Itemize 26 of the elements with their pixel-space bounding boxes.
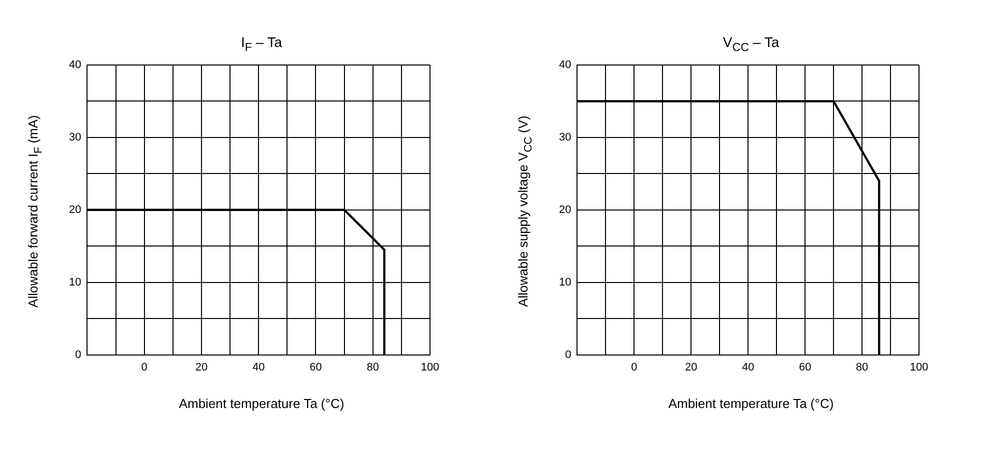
x-tick-label: 20: [195, 361, 208, 374]
y-tick-label: 10: [68, 276, 82, 288]
x-tick-label: 40: [252, 361, 265, 374]
y-tick-label: 0: [75, 348, 82, 361]
x-tick-label: 100: [420, 361, 440, 374]
chart-title: I$_{F}$ – Ta: [240, 34, 284, 54]
x-tick-label: 60: [310, 361, 322, 374]
x-axis-title: Ambient temperature Ta (°C): [178, 396, 346, 411]
chart-title: V$_{CC}$ – Ta: [722, 34, 780, 54]
x-tick-label: 60: [798, 361, 812, 374]
y-tick-label: 30: [558, 131, 572, 144]
x-tick-label: 100: [910, 361, 928, 374]
y-tick-label: 40: [558, 59, 572, 72]
x-axis-title: Ambient temperature Ta (°C): [667, 396, 835, 411]
y-tick-label: 40: [68, 59, 82, 72]
y-tick-label: 30: [68, 131, 82, 144]
x-tick-label: 0: [141, 361, 148, 374]
x-tick-label: 80: [366, 361, 379, 374]
y-tick-label: 20: [68, 204, 82, 216]
x-tick-label: 20: [685, 361, 698, 374]
y-tick-label: 0: [565, 348, 572, 361]
x-tick-label: 0: [631, 361, 638, 374]
y-tick-label: 10: [558, 276, 572, 288]
x-tick-label: 80: [856, 361, 868, 374]
y-tick-label: 20: [558, 204, 572, 216]
x-tick-label: 40: [742, 361, 754, 374]
